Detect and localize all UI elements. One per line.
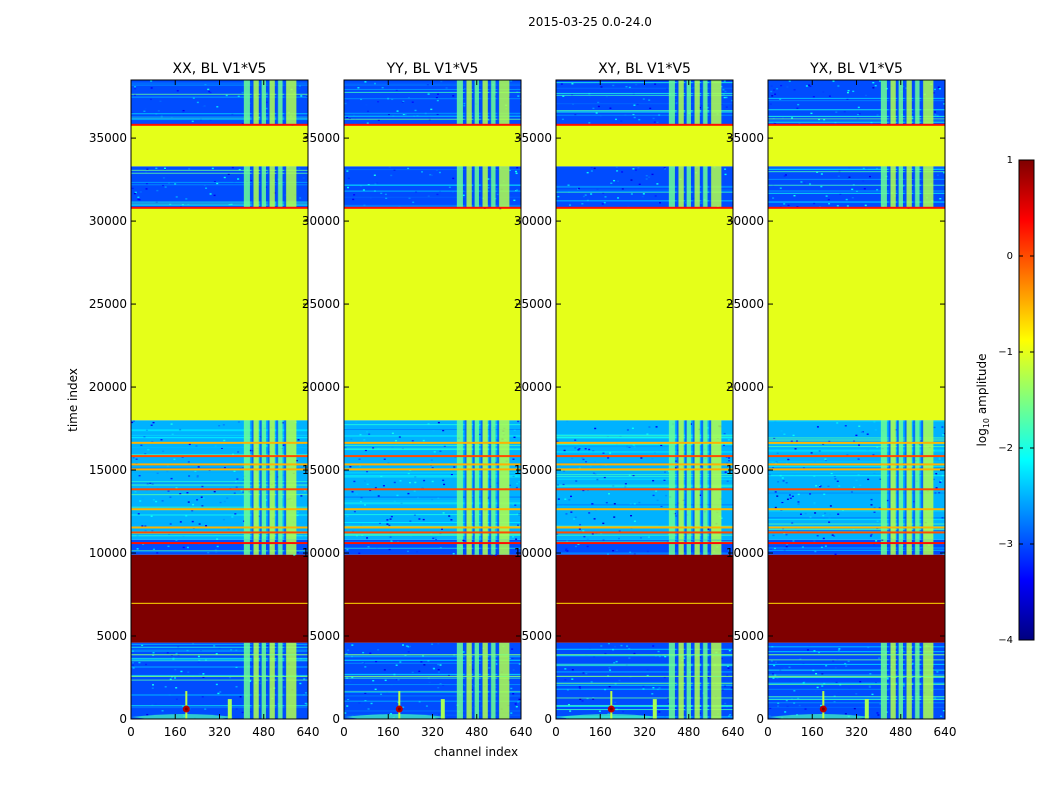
colorbar-tick-label: −1 — [998, 347, 1013, 358]
y-tick-label: 25000 — [302, 297, 340, 311]
x-tick-label: 640 — [934, 725, 957, 739]
band-flagged — [768, 207, 945, 421]
y-tick-label: 15000 — [514, 463, 552, 477]
y-axis-label: time index — [66, 368, 80, 432]
x-tick-label: 160 — [377, 725, 400, 739]
colorbar-tick-label: −3 — [998, 539, 1013, 550]
y-tick-label: 5000 — [96, 629, 127, 643]
panel-title: XY, BL V1*V5 — [598, 61, 691, 77]
band-flagged — [344, 207, 521, 421]
band-flagged — [768, 124, 945, 167]
colorbar-tick-label: 1 — [1007, 155, 1013, 166]
y-tick-label: 5000 — [521, 629, 552, 643]
x-tick-label: 320 — [208, 725, 231, 739]
panel-heatmap — [131, 80, 308, 719]
panel-yx: YX, BL V1*V5 0 160 320 480 640 0 5000 10000 15000… — [726, 61, 957, 739]
x-tick-label: 480 — [252, 725, 275, 739]
colorbar: 10−1−2−3−4 log10 amplitude — [975, 155, 1035, 646]
y-tick-label: 0 — [544, 712, 552, 726]
band-saturated — [556, 554, 733, 643]
panel-heatmap — [344, 80, 521, 719]
y-tick-label: 30000 — [89, 214, 127, 228]
y-tick-label: 0 — [119, 712, 127, 726]
colorbar-label-main: log — [975, 428, 989, 446]
y-tick-label: 20000 — [89, 380, 127, 394]
band-flagged — [556, 207, 733, 421]
colorbar-gradient — [1018, 159, 1035, 641]
x-tick-label: 320 — [633, 725, 656, 739]
y-tick-label: 10000 — [302, 546, 340, 560]
panel-title: XX, BL V1*V5 — [173, 61, 267, 77]
x-tick-label: 640 — [510, 725, 533, 739]
panel-heatmap — [556, 80, 733, 719]
y-tick-label: 30000 — [302, 214, 340, 228]
x-tick-label: 160 — [164, 725, 187, 739]
y-tick-label: 10000 — [89, 546, 127, 560]
y-tick-label: 30000 — [726, 214, 764, 228]
band-saturated — [344, 554, 521, 643]
colorbar-tick-label: 0 — [1007, 251, 1013, 262]
y-tick-label: 5000 — [733, 629, 764, 643]
x-tick-label: 320 — [845, 725, 868, 739]
y-tick-label: 25000 — [514, 297, 552, 311]
colorbar-ticks: 1 0 −1 −2 −3 −4 — [998, 155, 1034, 646]
y-tick-label: 25000 — [726, 297, 764, 311]
x-tick-label: 480 — [889, 725, 912, 739]
x-tick-label: 0 — [764, 725, 772, 739]
x-tick-label: 0 — [127, 725, 135, 739]
y-tick-label: 35000 — [726, 131, 764, 145]
band-saturated — [768, 554, 945, 643]
colorbar-tick-label: −4 — [998, 635, 1013, 646]
x-tick-label: 640 — [722, 725, 745, 739]
y-tick-label: 15000 — [726, 463, 764, 477]
x-tick-label: 160 — [801, 725, 824, 739]
x-tick-label: 640 — [297, 725, 320, 739]
band-flagged — [556, 124, 733, 167]
x-tick-label: 0 — [340, 725, 348, 739]
panel-yy: YY, BL V1*V5 0 160 320 480 640 0 5000 10000 15000… — [302, 61, 533, 739]
y-tick-label: 35000 — [514, 131, 552, 145]
colorbar-label-sub: 10 — [982, 418, 991, 428]
x-tick-label: 480 — [677, 725, 700, 739]
y-tick-label: 10000 — [514, 546, 552, 560]
band-saturated — [131, 554, 308, 643]
colorbar-tick-label: −2 — [998, 443, 1013, 454]
y-tick-label: 10000 — [726, 546, 764, 560]
panel-title: YY, BL V1*V5 — [386, 61, 479, 77]
band-flagged — [131, 124, 308, 167]
band-flagged — [131, 207, 308, 421]
y-tick-label: 0 — [756, 712, 764, 726]
figure-suptitle: 2015-03-25 0.0-24.0 — [528, 15, 652, 29]
y-tick-label: 30000 — [514, 214, 552, 228]
x-tick-label: 320 — [421, 725, 444, 739]
y-tick-label: 35000 — [89, 131, 127, 145]
y-tick-label: 25000 — [89, 297, 127, 311]
panel-xy: XY, BL V1*V5 0 160 320 480 640 0 5000 10000 15000… — [514, 61, 745, 739]
panel-xx: XX, BL V1*V5 0 160 320 480 640 0 5000 10000 15000… — [89, 61, 320, 739]
band-flagged — [344, 124, 521, 167]
y-tick-label: 35000 — [302, 131, 340, 145]
panel-title: YX, BL V1*V5 — [809, 61, 903, 77]
y-tick-label: 15000 — [89, 463, 127, 477]
y-tick-label: 20000 — [302, 380, 340, 394]
y-tick-label: 20000 — [514, 380, 552, 394]
y-tick-label: 0 — [332, 712, 340, 726]
colorbar-label: log10 amplitude — [975, 354, 991, 447]
x-tick-label: 0 — [552, 725, 560, 739]
x-axis-label: channel index — [434, 745, 518, 759]
panels-group: XX, BL V1*V5 0 160 320 480 640 0 5000 10000 15000… — [89, 61, 957, 739]
colorbar-label-end: amplitude — [975, 354, 989, 418]
x-tick-label: 480 — [465, 725, 488, 739]
panel-heatmap — [768, 80, 945, 719]
y-tick-label: 20000 — [726, 380, 764, 394]
x-tick-label: 160 — [589, 725, 612, 739]
y-tick-label: 15000 — [302, 463, 340, 477]
y-tick-label: 5000 — [309, 629, 340, 643]
